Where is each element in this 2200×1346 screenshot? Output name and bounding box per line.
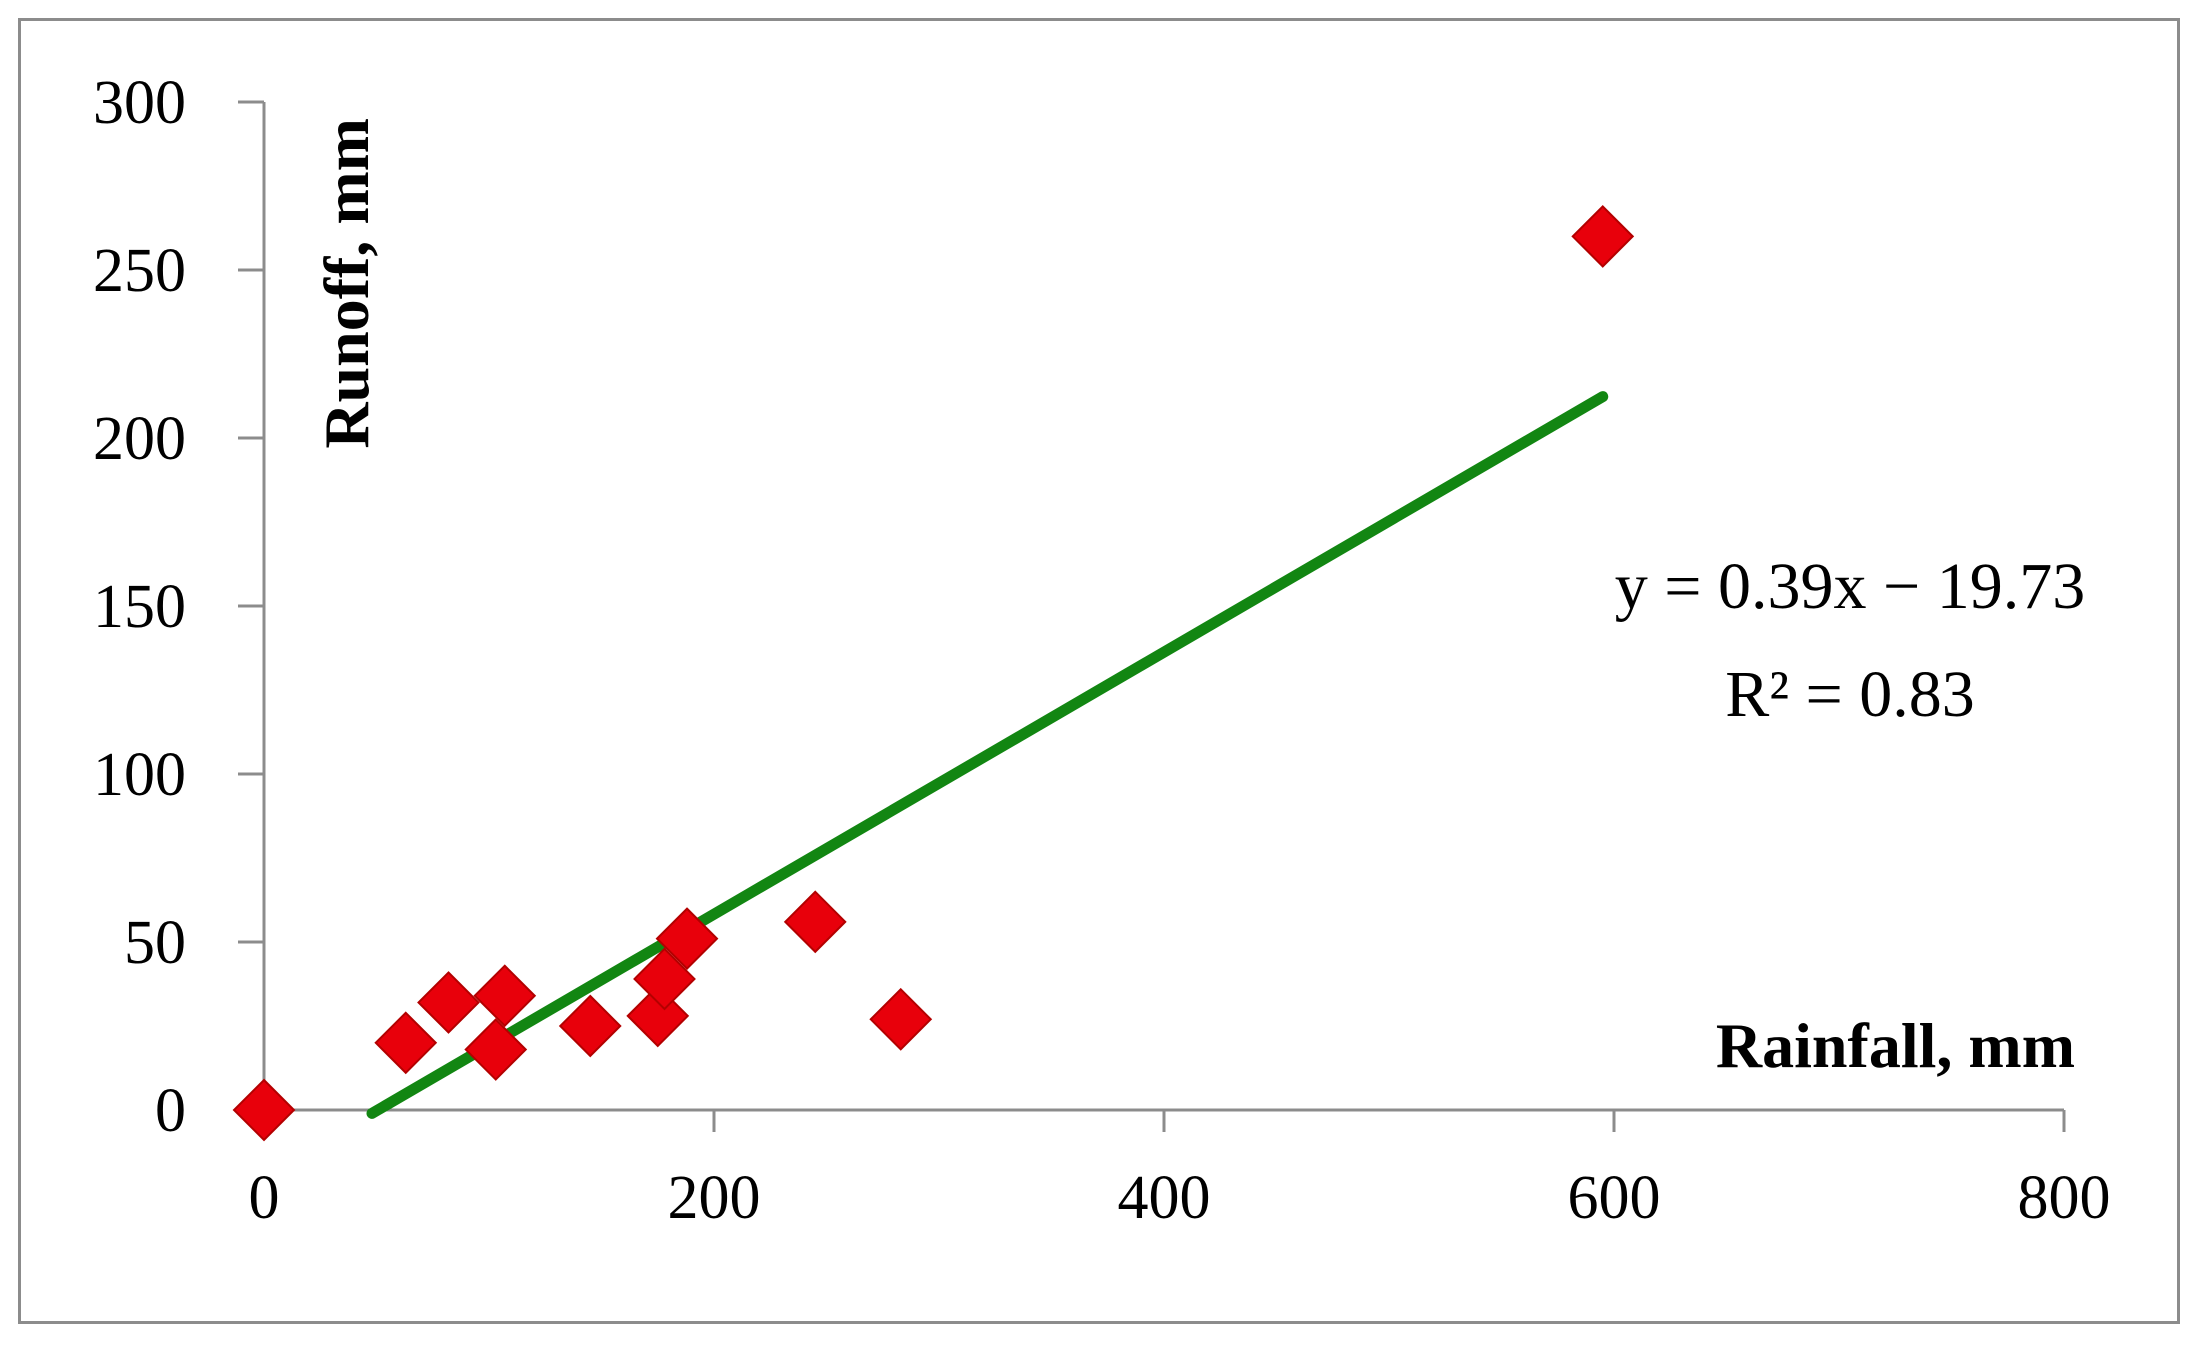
y-tick-label: 300 xyxy=(93,69,186,137)
y-axis-title: Runoff, mm xyxy=(311,118,382,449)
x-tick-label: 0 xyxy=(249,1164,280,1232)
data-point xyxy=(558,994,622,1058)
data-point xyxy=(473,964,537,1028)
r-squared-label: R² = 0.83 xyxy=(1725,658,1975,731)
y-tick-label: 100 xyxy=(93,741,186,809)
data-point xyxy=(783,890,847,954)
x-axis-title: Rainfall, mm xyxy=(1716,1010,2075,1081)
data-point xyxy=(417,971,480,1034)
trendline-layer xyxy=(366,391,1609,1119)
y-tick-label: 200 xyxy=(93,405,186,473)
data-point xyxy=(1571,204,1635,268)
trendline-equation: y = 0.39x − 19.73 xyxy=(1615,550,2085,623)
data-point xyxy=(374,1011,438,1075)
data-point xyxy=(464,1018,528,1081)
x-tick-label: 200 xyxy=(668,1164,761,1232)
data-points xyxy=(232,204,1635,1142)
data-point xyxy=(232,1078,296,1142)
x-tick-label: 400 xyxy=(1118,1164,1211,1232)
data-point xyxy=(633,947,696,1011)
y-tick-label: 50 xyxy=(124,909,186,977)
x-tick-label: 600 xyxy=(1568,1164,1661,1232)
axes xyxy=(238,100,2066,1132)
y-tick-label: 150 xyxy=(93,573,186,641)
data-point xyxy=(869,987,933,1051)
data-point xyxy=(655,907,719,971)
x-tick-label: 800 xyxy=(2018,1164,2111,1232)
y-tick-label: 0 xyxy=(155,1077,186,1145)
y-tick-label: 250 xyxy=(93,237,186,305)
trendline xyxy=(366,391,1609,1119)
tick-labels: 0 200 400 600 800 0 50 100 150 200 250 300 xyxy=(93,69,2111,1232)
